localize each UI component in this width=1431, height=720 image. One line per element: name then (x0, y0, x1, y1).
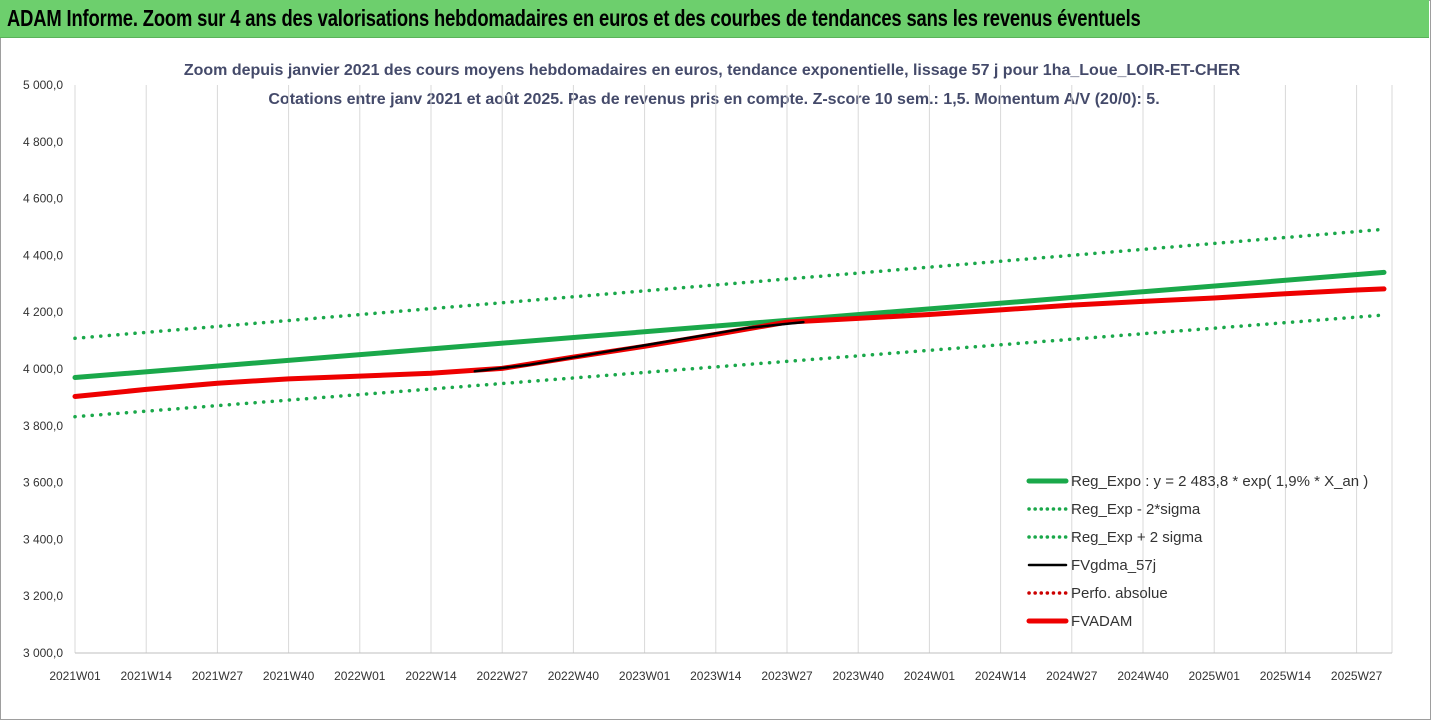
x-tick-label: 2023W40 (833, 669, 885, 683)
x-tick-label: 2024W14 (975, 669, 1027, 683)
x-tick-label: 2024W40 (1117, 669, 1169, 683)
x-tick-label: 2025W27 (1331, 669, 1383, 683)
y-tick-label: 3 200,0 (23, 589, 63, 603)
y-tick-label: 3 000,0 (23, 646, 63, 660)
legend-label: Reg_Expo : y = 2 483,8 * exp( 1,9% * X_a… (1071, 473, 1368, 490)
series-line-3 (473, 320, 805, 373)
legend-label: FVADAM (1071, 613, 1132, 630)
x-axis-ticks: 2021W01 2021W14 2021W27 2021W40 2022W01 2022W… (49, 669, 1382, 683)
x-tick-label: 2024W27 (1046, 669, 1098, 683)
x-tick-label: 2021W01 (49, 669, 101, 683)
x-tick-label: 2025W14 (1260, 669, 1312, 683)
x-tick-label: 2021W40 (263, 669, 315, 683)
series-line-5 (72, 286, 1387, 399)
y-tick-label: 5 000,0 (23, 78, 63, 92)
x-tick-label: 2021W27 (192, 669, 244, 683)
x-tick-label: 2023W14 (690, 669, 742, 683)
x-tick-label: 2023W27 (761, 669, 813, 683)
x-tick-label: 2025W01 (1189, 669, 1241, 683)
y-tick-label: 4 200,0 (23, 305, 63, 319)
x-tick-label: 2021W14 (121, 669, 173, 683)
series-line-0 (72, 269, 1387, 380)
y-axis-ticks: 5 000,0 4 800,0 4 600,0 4 400,0 4 200,0 4 000… (23, 78, 63, 660)
y-tick-label: 4 400,0 (23, 248, 63, 262)
legend-label: Perfo. absolue (1071, 585, 1168, 602)
y-tick-label: 3 600,0 (23, 476, 63, 490)
y-tick-label: 3 400,0 (23, 532, 63, 546)
report-banner-title: ADAM Informe. Zoom sur 4 ans des valoris… (7, 5, 1141, 31)
gridlines (74, 85, 1393, 654)
y-tick-label: 4 000,0 (23, 362, 63, 376)
x-tick-label: 2024W01 (904, 669, 956, 683)
legend-label: Reg_Exp - 2*sigma (1071, 501, 1201, 518)
y-tick-label: 3 800,0 (23, 419, 63, 433)
x-tick-label: 2022W01 (334, 669, 386, 683)
x-tick-label: 2023W01 (619, 669, 671, 683)
y-tick-label: 4 800,0 (23, 135, 63, 149)
series-lines (72, 227, 1387, 419)
x-tick-label: 2022W14 (405, 669, 457, 683)
legend: Reg_Expo : y = 2 483,8 * exp( 1,9% * X_a… (1026, 473, 1368, 630)
report-banner: ADAM Informe. Zoom sur 4 ans des valoris… (0, 0, 1429, 38)
legend-label: FVgdma_57j (1071, 557, 1156, 574)
series-line-2 (73, 227, 1386, 341)
y-tick-label: 4 600,0 (23, 192, 63, 206)
x-tick-label: 2022W27 (477, 669, 529, 683)
chart-title: Zoom depuis janvier 2021 des cours moyen… (184, 62, 1241, 79)
legend-label: Reg_Exp + 2 sigma (1071, 529, 1203, 546)
chart-subtitle: Cotations entre janv 2021 et août 2025. … (268, 91, 1159, 108)
x-tick-label: 2022W40 (548, 669, 600, 683)
